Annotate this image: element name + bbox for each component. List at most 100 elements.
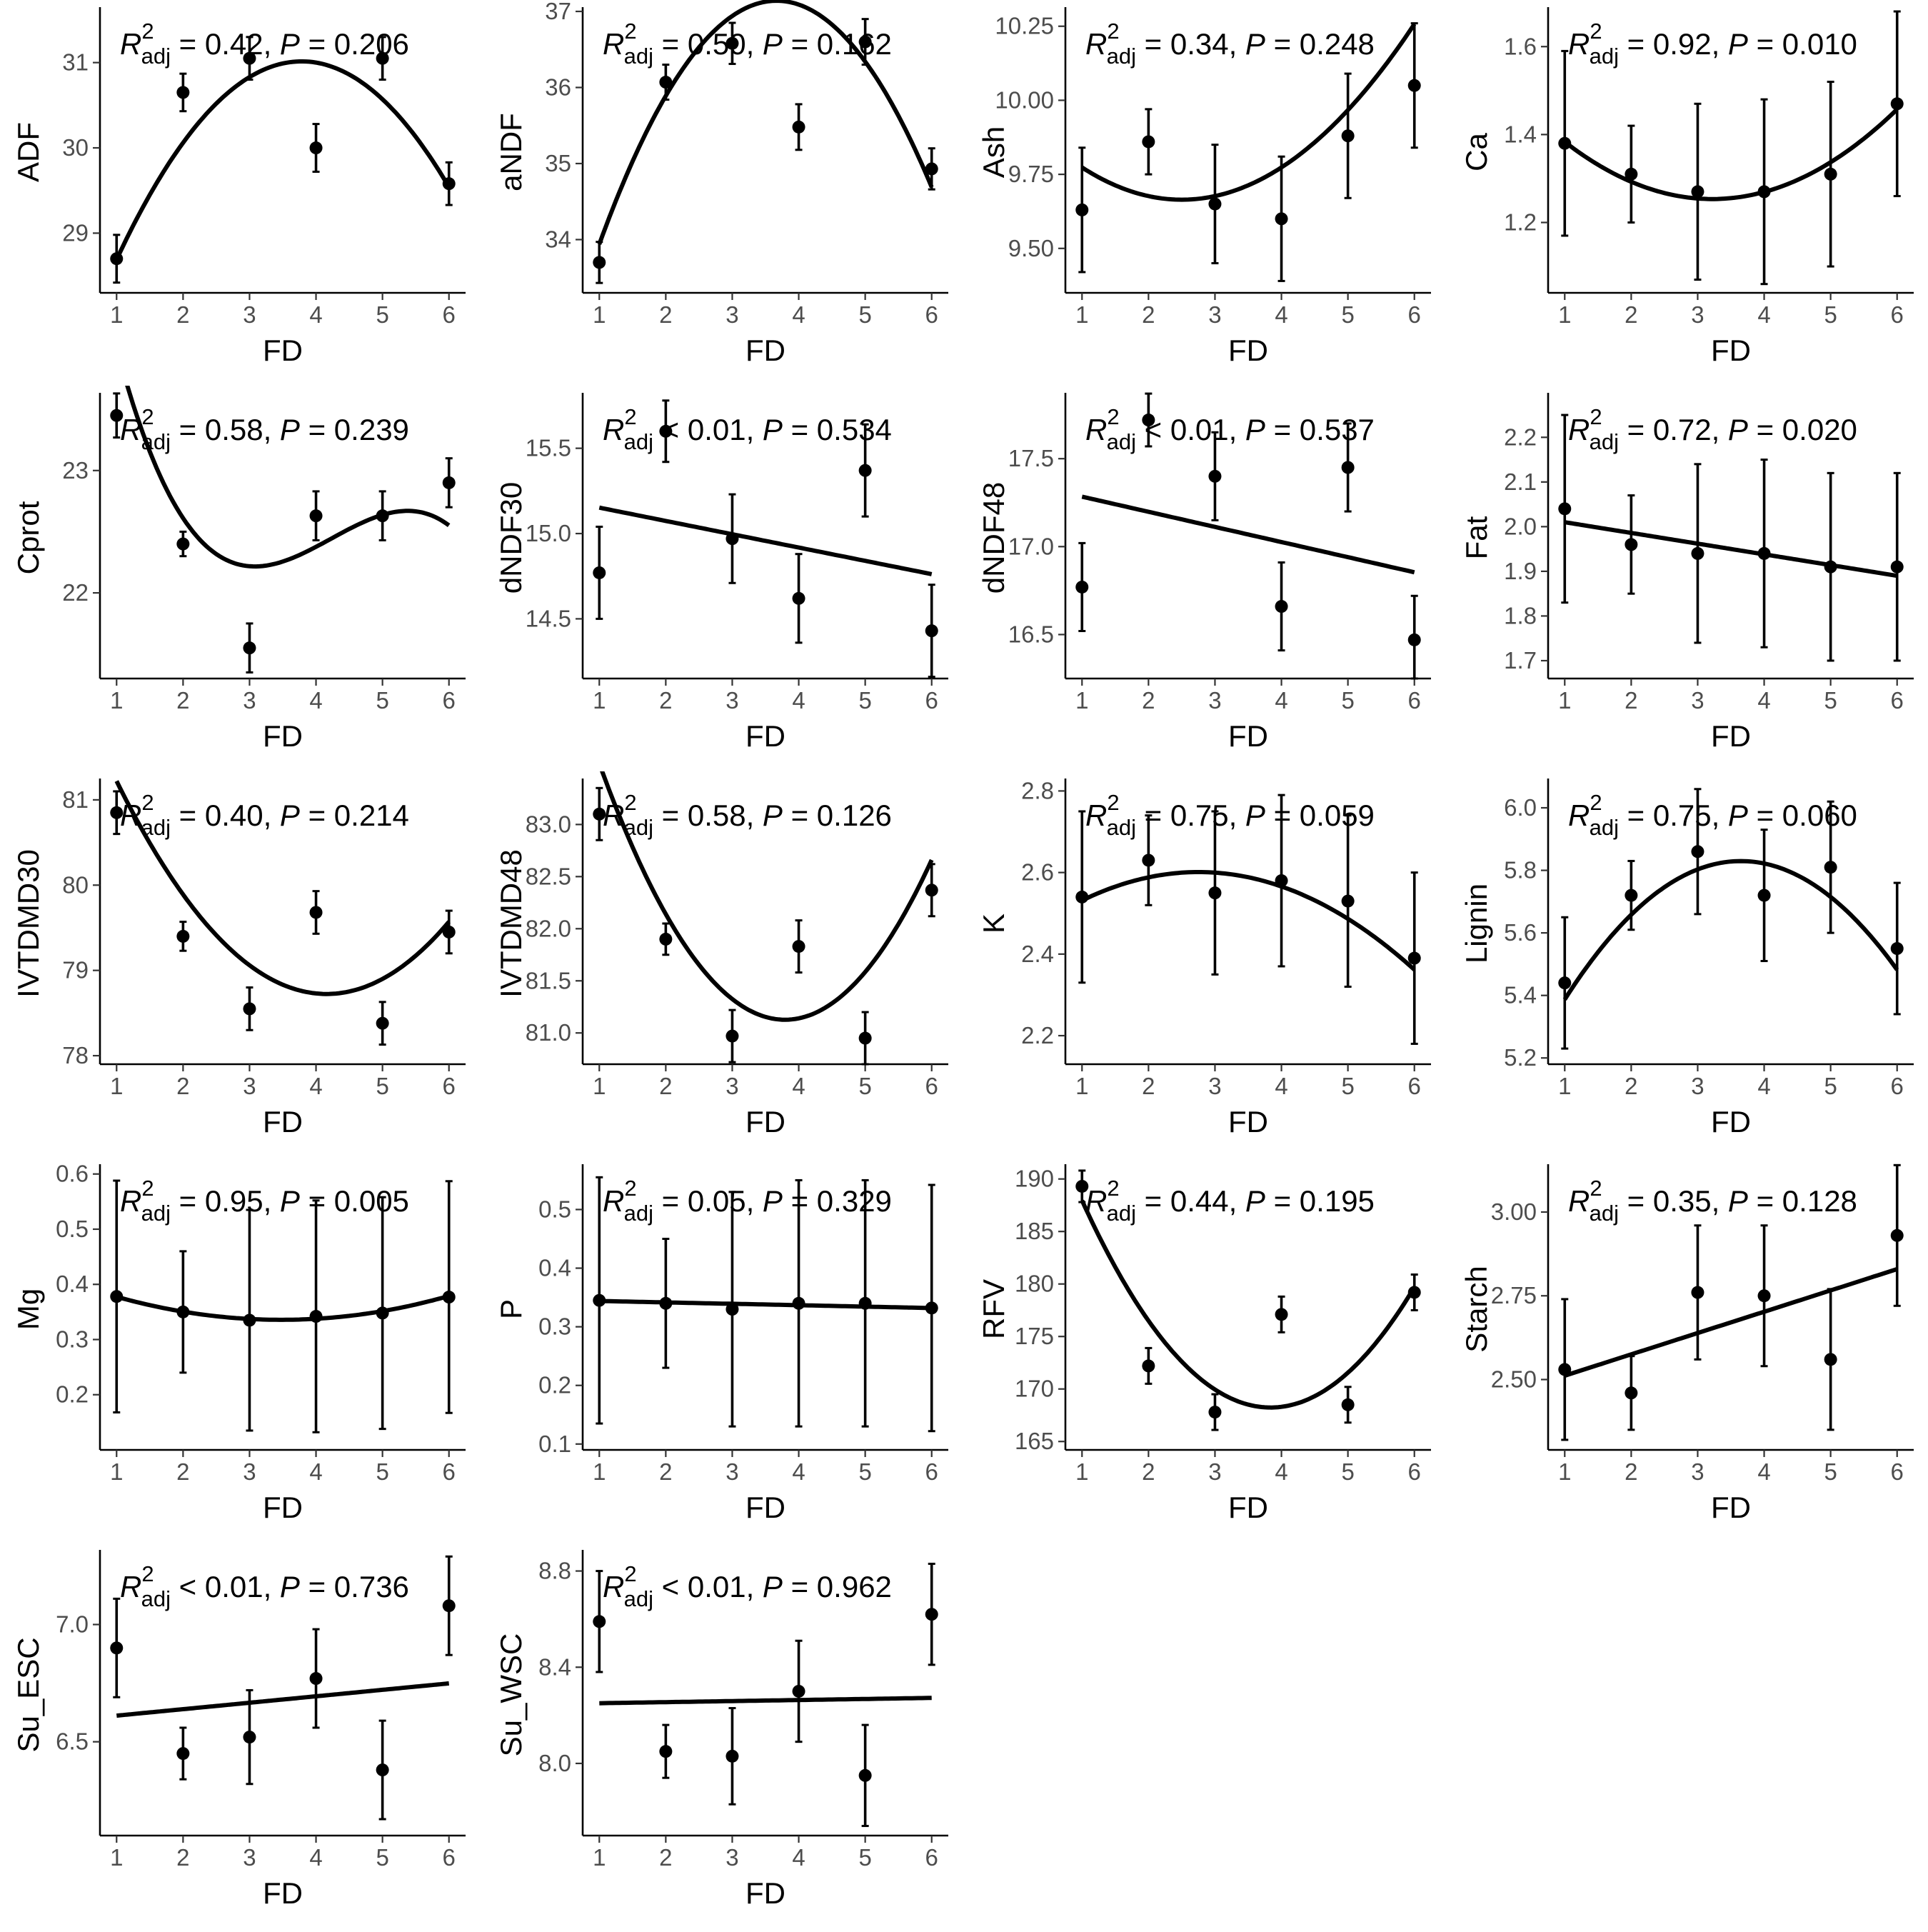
data-point	[110, 392, 124, 439]
x-tick-label: 5	[376, 301, 388, 328]
mean-marker	[243, 51, 256, 65]
mean-marker	[593, 807, 606, 821]
regression-stats: R2 adj = 0.58, P = 0.126	[603, 790, 892, 840]
regression-stats: R2 adj = 0.95, P = 0.005	[120, 1176, 409, 1226]
data-point	[176, 1726, 190, 1781]
x-tick-label: 5	[1341, 687, 1354, 714]
data-point	[1757, 829, 1771, 963]
regression-stats: R2 adj = 0.72, P = 0.020	[1568, 404, 1857, 454]
data-point	[1341, 72, 1355, 199]
mean-marker	[176, 929, 190, 943]
mean-marker	[243, 1002, 256, 1016]
data-point	[858, 1178, 872, 1428]
axes: 1 2 3 4 5 6 5.2 5.4 5.6 5.8 6.0	[1504, 779, 1914, 1099]
x-tick-label: 3	[725, 687, 738, 714]
x-tick-label: 6	[925, 687, 938, 714]
y-tick-label: 37	[545, 0, 571, 24]
y-tick-label: 8.4	[538, 1653, 571, 1680]
data-point	[858, 1723, 872, 1828]
regression-stats: R2 adj = 0.35, P = 0.128	[1568, 1176, 1857, 1226]
x-tick-label: 3	[1208, 687, 1221, 714]
x-tick-label: 6	[925, 301, 938, 328]
axes: 1 2 3 4 5 6 1.2 1.4 1.6	[1504, 7, 1914, 328]
x-tick-label: 3	[243, 1073, 256, 1099]
axes: 1 2 3 4 5 6 0.1 0.2 0.3 0.4 0.5	[538, 1164, 948, 1485]
mean-marker	[176, 537, 190, 551]
x-tick-label: 1	[110, 687, 123, 714]
mean-marker	[376, 1016, 389, 1030]
y-tick-label: 190	[1015, 1166, 1054, 1192]
mean-marker	[376, 1763, 389, 1777]
data-point	[1208, 1393, 1222, 1431]
x-tick-label: 1	[110, 1073, 123, 1099]
data-point	[1824, 471, 1837, 662]
x-tick-label: 2	[1625, 301, 1637, 328]
chart-svg: 1 2 3 4 5 6 16.5 17.0 17.5 FD dNDF48 R2 adj < 0.01, …	[977, 392, 1431, 753]
fit-line	[116, 1293, 450, 1322]
panel-dndf30: 1 2 3 4 5 6 14.5 15.0 15.5 FD dNDF30 R2 adj < 0.01, …	[483, 386, 963, 771]
data-point	[1824, 800, 1837, 934]
x-tick-label: 4	[1275, 301, 1287, 328]
y-tick-label: 1.8	[1504, 602, 1537, 629]
mean-marker	[1824, 167, 1837, 181]
y-tick-label: 2.0	[1504, 513, 1537, 539]
data-point	[1625, 124, 1638, 224]
data-point	[376, 36, 389, 81]
data-point	[858, 18, 872, 66]
mean-marker	[1757, 1289, 1771, 1303]
chart-svg: 1 2 3 4 5 6 0.1 0.2 0.3 0.4 0.5 FD P R2 adj = 0.05, P …	[494, 1164, 948, 1524]
x-tick-label: 3	[1691, 687, 1704, 714]
mean-marker	[593, 566, 606, 579]
data-point	[1625, 494, 1638, 595]
data-point	[309, 123, 323, 173]
mean-marker	[1075, 580, 1089, 594]
x-axis-title: FD	[1711, 719, 1751, 753]
mean-marker	[110, 409, 124, 422]
data-point	[1890, 881, 1904, 1016]
mean-marker	[1890, 97, 1904, 111]
y-tick-label: 83.0	[526, 811, 571, 837]
x-tick-label: 1	[110, 301, 123, 328]
data-point	[1075, 1169, 1089, 1203]
y-tick-label: 9.50	[1008, 235, 1054, 261]
data-point	[176, 921, 190, 952]
data-point	[442, 457, 456, 509]
chart-svg: 1 2 3 4 5 6 1.7 1.8 1.9 2.0 2.1 2.2 FD Fat R2 adj = 0.7…	[1460, 393, 1914, 753]
mean-marker	[309, 141, 323, 155]
mean-marker	[243, 1313, 256, 1327]
data-point	[858, 423, 872, 518]
x-tick-label: 3	[725, 1458, 738, 1485]
y-tick-label: 185	[1015, 1218, 1054, 1244]
mean-marker	[925, 624, 938, 638]
regression-stats: R2 adj = 0.75, P = 0.060	[1568, 790, 1857, 840]
mean-marker	[858, 1296, 872, 1310]
panel-k: 1 2 3 4 5 6 2.2 2.4 2.6 2.8 FD K R2 adj = 0.75, P = 0…	[965, 771, 1445, 1157]
data-point	[1407, 1273, 1421, 1311]
chart-svg: 1 2 3 4 5 6 29 30 31 FD ADF R2 adj = 0.42, P = 0.206	[11, 7, 466, 367]
data-point	[110, 1597, 124, 1698]
mean-marker	[725, 1029, 739, 1043]
x-tick-label: 6	[1891, 1073, 1904, 1099]
mean-marker	[792, 120, 805, 134]
x-tick-label: 2	[1142, 1073, 1155, 1099]
fit-line	[1564, 520, 1898, 579]
axes: 1 2 3 4 5 6 1.7 1.8 1.9 2.0 2.1 2.2	[1504, 393, 1914, 714]
chart-svg: 1 2 3 4 5 6 14.5 15.0 15.5 FD dNDF30 R2 adj < 0.01, …	[494, 393, 948, 753]
y-tick-label: 15.0	[526, 520, 571, 546]
data-point	[1757, 1224, 1771, 1368]
data-point	[659, 922, 673, 956]
data-point	[1558, 1298, 1572, 1441]
data-point	[1407, 871, 1421, 1045]
data-point	[442, 909, 456, 955]
data-point	[1757, 98, 1771, 286]
mean-marker	[792, 940, 805, 954]
x-tick-label: 4	[309, 1073, 322, 1099]
x-tick-label: 2	[1142, 1458, 1155, 1485]
data-point	[1275, 794, 1288, 968]
mean-marker	[792, 1296, 805, 1310]
mean-marker	[110, 806, 124, 819]
mean-marker	[1890, 560, 1904, 574]
axes: 1 2 3 4 5 6 81.0 81.5 82.0 82.5 83.0	[526, 779, 948, 1099]
y-tick-label: 10.25	[995, 13, 1054, 39]
mean-marker	[1757, 185, 1771, 199]
